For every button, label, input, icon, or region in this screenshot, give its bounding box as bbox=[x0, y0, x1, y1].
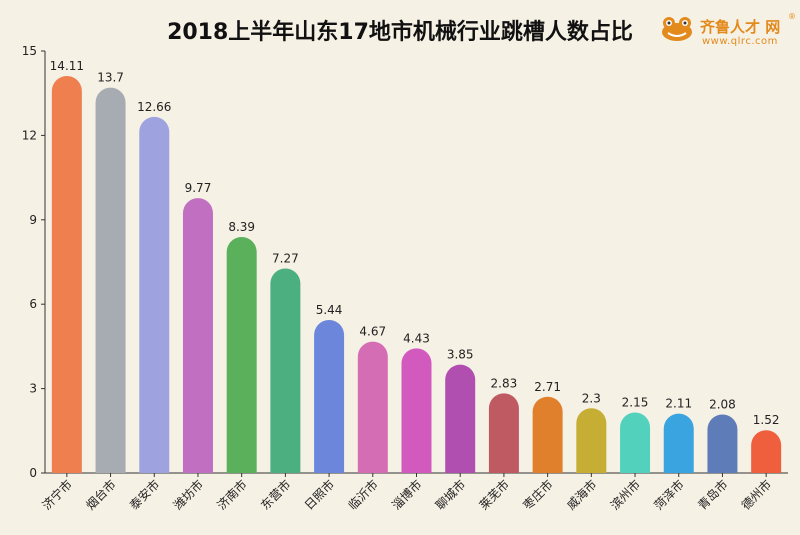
logo-brand-text: 齐鲁人才 网 bbox=[700, 18, 781, 36]
bar bbox=[751, 430, 782, 473]
x-tick-label: 临沂市 bbox=[345, 477, 381, 513]
y-tick-label: 6 bbox=[29, 297, 37, 311]
y-tick-label: 12 bbox=[22, 128, 37, 142]
bar bbox=[488, 393, 519, 473]
x-tick-label: 淄博市 bbox=[389, 477, 425, 513]
logo-registered-mark: ® bbox=[788, 12, 796, 21]
bar bbox=[226, 236, 257, 473]
data-label: 13.7 bbox=[97, 71, 124, 85]
y-tick-label: 15 bbox=[22, 44, 37, 58]
y-tick-label: 0 bbox=[29, 466, 37, 480]
logo-url: www.qlrc.com bbox=[702, 36, 778, 47]
x-tick-label: 莱芜市 bbox=[476, 477, 512, 513]
data-label: 1.52 bbox=[753, 413, 780, 427]
bar bbox=[620, 412, 651, 473]
bar bbox=[445, 364, 476, 473]
data-label: 5.44 bbox=[316, 303, 343, 317]
site-logo: 齐鲁人才 网 ® www.qlrc.com bbox=[658, 10, 798, 50]
bar bbox=[357, 341, 388, 473]
data-label: 7.27 bbox=[272, 251, 299, 265]
bar bbox=[401, 348, 432, 473]
bar bbox=[139, 116, 170, 473]
x-tick-label: 济宁市 bbox=[39, 477, 75, 513]
x-tick-label: 聊城市 bbox=[432, 477, 468, 513]
y-tick-label: 3 bbox=[29, 382, 37, 396]
y-tick-label: 9 bbox=[29, 213, 37, 227]
frog-logo-icon bbox=[662, 17, 692, 41]
chart-title: 2018上半年山东17地市机械行业跳槽人数占比 bbox=[167, 20, 633, 45]
bar bbox=[663, 413, 694, 473]
data-label: 2.83 bbox=[491, 376, 518, 390]
data-label: 2.08 bbox=[709, 397, 736, 411]
bar bbox=[532, 396, 563, 473]
x-tick-label: 泰安市 bbox=[126, 477, 162, 513]
x-tick-label: 烟台市 bbox=[83, 477, 119, 513]
data-label: 4.43 bbox=[403, 331, 430, 345]
x-tick-label: 潍坊市 bbox=[170, 477, 206, 513]
data-label: 2.11 bbox=[665, 397, 692, 411]
bar bbox=[270, 268, 301, 473]
x-tick-label: 青岛市 bbox=[694, 477, 730, 513]
data-label: 2.71 bbox=[534, 380, 561, 394]
data-label: 3.85 bbox=[447, 348, 474, 362]
data-label: 14.11 bbox=[50, 59, 84, 73]
x-tick-label: 菏泽市 bbox=[651, 477, 687, 513]
bar bbox=[707, 414, 738, 473]
x-tick-label: 滨州市 bbox=[607, 477, 643, 513]
data-label: 12.66 bbox=[137, 100, 171, 114]
bar bbox=[51, 76, 82, 473]
bar bbox=[314, 319, 345, 473]
x-tick-label: 枣庄市 bbox=[520, 477, 556, 513]
bar bbox=[182, 198, 213, 473]
x-tick-label: 日照市 bbox=[301, 477, 337, 513]
x-tick-label: 威海市 bbox=[563, 477, 599, 513]
bar bbox=[95, 87, 126, 473]
data-label: 2.15 bbox=[622, 396, 649, 410]
data-label: 4.67 bbox=[359, 325, 386, 339]
bar bbox=[576, 408, 607, 473]
x-tick-label: 东营市 bbox=[257, 477, 293, 513]
data-label: 9.77 bbox=[185, 181, 212, 195]
x-tick-label: 济南市 bbox=[214, 477, 250, 513]
x-tick-label: 德州市 bbox=[738, 477, 774, 513]
data-label: 2.3 bbox=[582, 391, 601, 405]
data-label: 8.39 bbox=[228, 220, 255, 234]
